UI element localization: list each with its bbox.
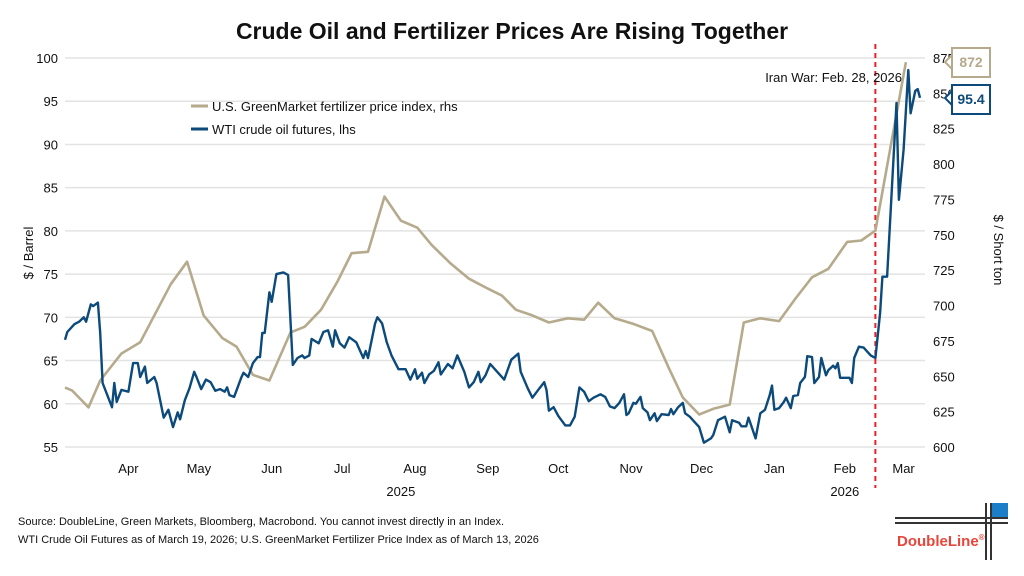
right-tick-label: 825 bbox=[933, 122, 955, 137]
left-axis-ticks: 55 60 65 70 75 80 85 90 95 100 bbox=[36, 51, 58, 455]
fertilizer-callout-pointer bbox=[943, 54, 953, 70]
right-tick-label: 775 bbox=[933, 192, 955, 207]
right-tick-label: 675 bbox=[933, 334, 955, 349]
fertilizer-last-value-callout: 872 bbox=[951, 47, 991, 78]
left-tick-label: 80 bbox=[44, 224, 58, 239]
x-tick-label: Oct bbox=[548, 461, 569, 476]
left-tick-label: 55 bbox=[44, 440, 58, 455]
source-note: Source: DoubleLine, Green Markets, Bloom… bbox=[18, 516, 505, 528]
legend: U.S. GreenMarket fertilizer price index,… bbox=[191, 99, 458, 137]
x-axis-ticks: Apr May Jun Jul Aug Sep Oct Nov Dec Jan Feb Mar 2025… bbox=[118, 461, 915, 499]
right-tick-label: 625 bbox=[933, 405, 955, 420]
x-tick-label: Apr bbox=[118, 461, 139, 476]
legend-label-fertilizer: U.S. GreenMarket fertilizer price index,… bbox=[212, 99, 458, 114]
x-tick-label: Feb bbox=[834, 461, 856, 476]
left-tick-label: 100 bbox=[36, 51, 58, 66]
doubleline-logo-mark bbox=[895, 503, 1008, 560]
year-label: 2025 bbox=[386, 484, 415, 499]
left-tick-label: 95 bbox=[44, 94, 58, 109]
left-tick-label: 90 bbox=[44, 137, 58, 152]
logo-text: DoubleLine bbox=[897, 533, 979, 550]
year-label: 2026 bbox=[830, 484, 859, 499]
left-axis-label: $ / Barrel bbox=[21, 227, 36, 280]
gridlines bbox=[65, 57, 925, 448]
x-tick-label: Aug bbox=[403, 461, 426, 476]
x-tick-label: Jun bbox=[261, 461, 282, 476]
wti-callout-pointer bbox=[943, 90, 953, 106]
right-tick-label: 750 bbox=[933, 228, 955, 243]
x-tick-label: Jan bbox=[764, 461, 785, 476]
left-tick-label: 65 bbox=[44, 354, 58, 369]
left-tick-label: 75 bbox=[44, 267, 58, 282]
right-axis-label: $ / Short ton bbox=[991, 215, 1006, 286]
wti-crude-line bbox=[63, 68, 922, 444]
x-tick-label: Dec bbox=[690, 461, 714, 476]
right-tick-label: 650 bbox=[933, 369, 955, 384]
x-tick-label: Nov bbox=[620, 461, 644, 476]
right-tick-label: 700 bbox=[933, 299, 955, 314]
wti-last-value-callout: 95.4 bbox=[951, 84, 991, 115]
left-tick-label: 85 bbox=[44, 181, 58, 196]
logo-registered-mark: ® bbox=[978, 533, 985, 542]
legend-label-wti: WTI crude oil futures, lhs bbox=[212, 122, 356, 137]
iran-war-annotation: Iran War: Feb. 28, 2026 bbox=[765, 70, 902, 85]
right-tick-label: 600 bbox=[933, 440, 955, 455]
right-tick-label: 800 bbox=[933, 157, 955, 172]
right-tick-label: 725 bbox=[933, 263, 955, 278]
series-lines bbox=[63, 61, 922, 444]
fertilizer-index-line bbox=[64, 61, 908, 416]
x-tick-label: Mar bbox=[892, 461, 915, 476]
x-tick-label: Sep bbox=[476, 461, 499, 476]
doubleline-logo: DoubleLine® bbox=[897, 533, 985, 550]
left-tick-label: 60 bbox=[44, 397, 58, 412]
as-of-note: WTI Crude Oil Futures as of March 19, 20… bbox=[18, 534, 539, 546]
x-tick-label: May bbox=[187, 461, 212, 476]
chart-title: Crude Oil and Fertilizer Prices Are Risi… bbox=[235, 18, 789, 44]
x-tick-label: Jul bbox=[334, 461, 351, 476]
left-tick-label: 70 bbox=[44, 310, 58, 325]
